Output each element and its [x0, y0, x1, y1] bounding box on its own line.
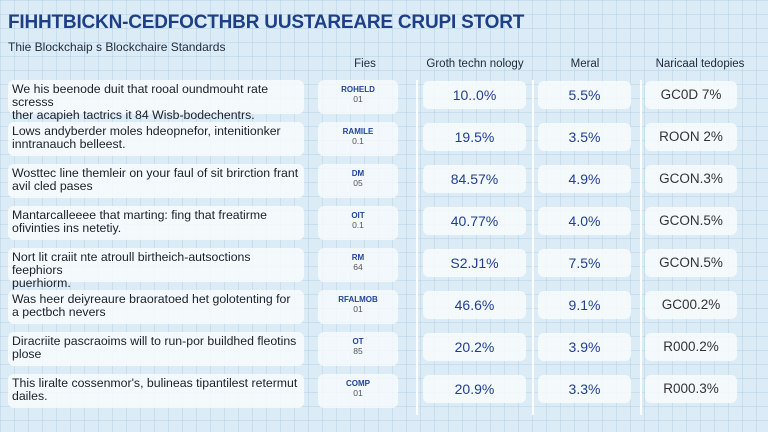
fee-code: RAMILE	[342, 127, 374, 136]
meral-cell: 4.9%	[538, 165, 631, 193]
description-line: ther acapieh tactrics it 84 Wisb-bodeche…	[12, 108, 255, 122]
growth-cell: S2.J1%	[423, 249, 526, 277]
description-line: This liralte cossenmor's, bulineas tipan…	[12, 376, 298, 390]
narical-cell: GCON.5%	[645, 207, 737, 235]
meral-cell: 3.9%	[538, 333, 631, 361]
description-line: Wosttec line themleir on your faul of si…	[12, 166, 299, 180]
meral-cell: 3.3%	[538, 375, 631, 403]
description-line: Lows andyberder moles hdeopnefor, inteni…	[12, 124, 281, 138]
table-row: Wosttec line themleir on your faul of si…	[0, 162, 768, 202]
fee-code: RFALMOB	[338, 295, 378, 304]
fee-code: OT	[352, 337, 364, 346]
growth-cell: 46.6%	[423, 291, 526, 319]
table-row: Mantarcalleeee that marting: fing that f…	[0, 204, 768, 244]
table-row: This liralte cossenmor's, bulineas tipan…	[0, 372, 768, 412]
fee-number: 85	[353, 346, 363, 356]
growth-cell: 10..0%	[423, 81, 526, 109]
growth-cell: 84.57%	[423, 165, 526, 193]
column-divider	[416, 80, 418, 415]
header-growth: Groth techn nology	[426, 58, 524, 70]
fee-cell: DM 05	[318, 164, 398, 198]
row-description: We his beenode duit that rooal oundmouht…	[8, 80, 304, 122]
table-row: Nort lit craiit nte atroull birtheich-au…	[0, 246, 768, 290]
description-line: Mantarcalleeee that marting: fing that f…	[12, 208, 267, 222]
header-meral: Meral	[570, 58, 600, 70]
fee-number: 01	[353, 304, 363, 314]
narical-cell: R000.2%	[645, 333, 737, 361]
description-line: puerhiorm.	[12, 276, 71, 290]
header-narical: Naricaal tedopies	[655, 58, 745, 70]
meral-cell: 5.5%	[538, 81, 631, 109]
narical-cell: GCON.3%	[645, 165, 737, 193]
fee-cell: RFALMOB 01	[318, 290, 398, 324]
description-line: inntranauch belleest.	[12, 137, 126, 151]
narical-cell: GC0D 7%	[645, 81, 737, 109]
row-description: Mantarcalleeee that marting: fing that f…	[8, 206, 304, 240]
narical-cell: ROON 2%	[645, 123, 737, 151]
growth-cell: 40.77%	[423, 207, 526, 235]
description-line: Diracriite pascraoims will to run-por bu…	[12, 334, 297, 348]
narical-cell: GC00.2%	[645, 291, 737, 319]
row-description: Diracriite pascraoims will to run-por bu…	[8, 332, 304, 366]
row-description: Wosttec line themleir on your faul of si…	[8, 164, 304, 198]
fee-code: COMP	[346, 379, 370, 388]
meral-cell: 9.1%	[538, 291, 631, 319]
growth-cell: 20.9%	[423, 375, 526, 403]
row-description: This liralte cossenmor's, bulineas tipan…	[8, 374, 304, 408]
description-line: Was heer deiyreaure braoratoed het golot…	[12, 292, 291, 306]
description-line: We his beenode duit that rooal oundmouht…	[12, 82, 269, 109]
header-fees: Fies	[354, 58, 376, 70]
page-title: FIHHTBICKN-CEDFOCTHBR UUSTAREARE CRUPI S…	[8, 12, 525, 33]
description-line: a pectbch nevers	[12, 305, 106, 319]
fee-number: 01	[353, 94, 363, 104]
fee-cell: OIT 0.1	[318, 206, 398, 240]
page-subtitle: Thie Blockchaip s Blockchaire Standards	[8, 40, 226, 54]
fee-cell: RAMILE 0.1	[318, 122, 398, 156]
fee-cell: COMP 01	[318, 374, 398, 408]
description-line: avil cled pases	[12, 179, 93, 193]
table-row: We his beenode duit that rooal oundmouht…	[0, 78, 768, 122]
fee-cell: ROHELD 01	[318, 80, 398, 114]
fee-cell: OT 85	[318, 332, 398, 366]
growth-cell: 20.2%	[423, 333, 526, 361]
column-divider	[532, 80, 534, 415]
description-line: ofivinties ins netetiy.	[12, 221, 122, 235]
table-row: Lows andyberder moles hdeopnefor, inteni…	[0, 120, 768, 160]
meral-cell: 7.5%	[538, 249, 631, 277]
fee-number: 0.1	[352, 220, 364, 230]
fee-code: OIT	[351, 211, 365, 220]
description-line: plose	[12, 347, 42, 361]
row-description: Nort lit craiit nte atroull birtheich-au…	[8, 248, 304, 290]
description-line: dailes.	[12, 389, 48, 403]
growth-cell: 19.5%	[423, 123, 526, 151]
row-description: Lows andyberder moles hdeopnefor, inteni…	[8, 122, 304, 156]
description-line: Nort lit craiit nte atroull birtheich-au…	[12, 250, 251, 277]
narical-cell: GCON.5%	[645, 249, 737, 277]
fee-number: 05	[353, 178, 363, 188]
meral-cell: 4.0%	[538, 207, 631, 235]
fee-code: RM	[351, 253, 365, 262]
narical-cell: R000.3%	[645, 375, 737, 403]
column-divider	[640, 80, 642, 415]
fee-number: 01	[353, 388, 363, 398]
fee-number: 0.1	[352, 136, 364, 146]
fee-code: ROHELD	[341, 85, 375, 94]
fee-code: DM	[351, 169, 365, 178]
table-row: Was heer deiyreaure braoratoed het golot…	[0, 288, 768, 328]
table-row: Diracriite pascraoims will to run-por bu…	[0, 330, 768, 370]
meral-cell: 3.5%	[538, 123, 631, 151]
fee-cell: RM 64	[318, 248, 398, 282]
row-description: Was heer deiyreaure braoratoed het golot…	[8, 290, 304, 324]
fee-number: 64	[353, 262, 363, 272]
